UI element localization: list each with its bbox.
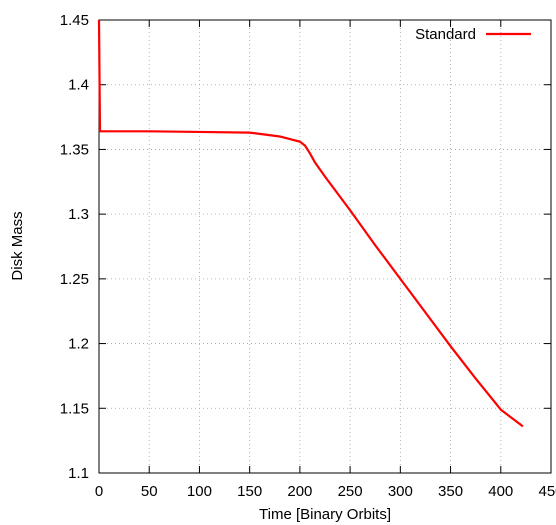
y-tick-label: 1.3 xyxy=(68,206,89,223)
y-tick-label: 1.25 xyxy=(60,271,89,288)
x-tick-label: 400 xyxy=(488,483,513,500)
y-tick-label: 1.35 xyxy=(60,141,89,158)
x-tick-label: 150 xyxy=(237,483,262,500)
data-line xyxy=(97,19,524,428)
y-tick-label: 1.1 xyxy=(68,465,89,482)
x-tick-label: 350 xyxy=(438,483,463,500)
x-tick-label: 450 xyxy=(538,483,556,500)
y-tick-label: 1.15 xyxy=(60,400,89,417)
y-tick-label: 1.45 xyxy=(60,12,89,29)
x-tick-label: 0 xyxy=(95,483,103,500)
y-tick-label: 1.4 xyxy=(68,77,89,94)
x-tick-label: 250 xyxy=(338,483,363,500)
legend-label: Standard xyxy=(415,26,476,43)
x-tick-label: 50 xyxy=(141,483,158,500)
x-axis-label: Time [Binary Orbits] xyxy=(259,506,391,523)
y-axis-label: Disk Mass xyxy=(9,211,26,280)
x-tick-label: 300 xyxy=(388,483,413,500)
y-tick-label: 1.2 xyxy=(68,336,89,353)
x-tick-label: 100 xyxy=(187,483,212,500)
x-tick-label: 200 xyxy=(287,483,312,500)
plot-frame xyxy=(98,19,552,474)
